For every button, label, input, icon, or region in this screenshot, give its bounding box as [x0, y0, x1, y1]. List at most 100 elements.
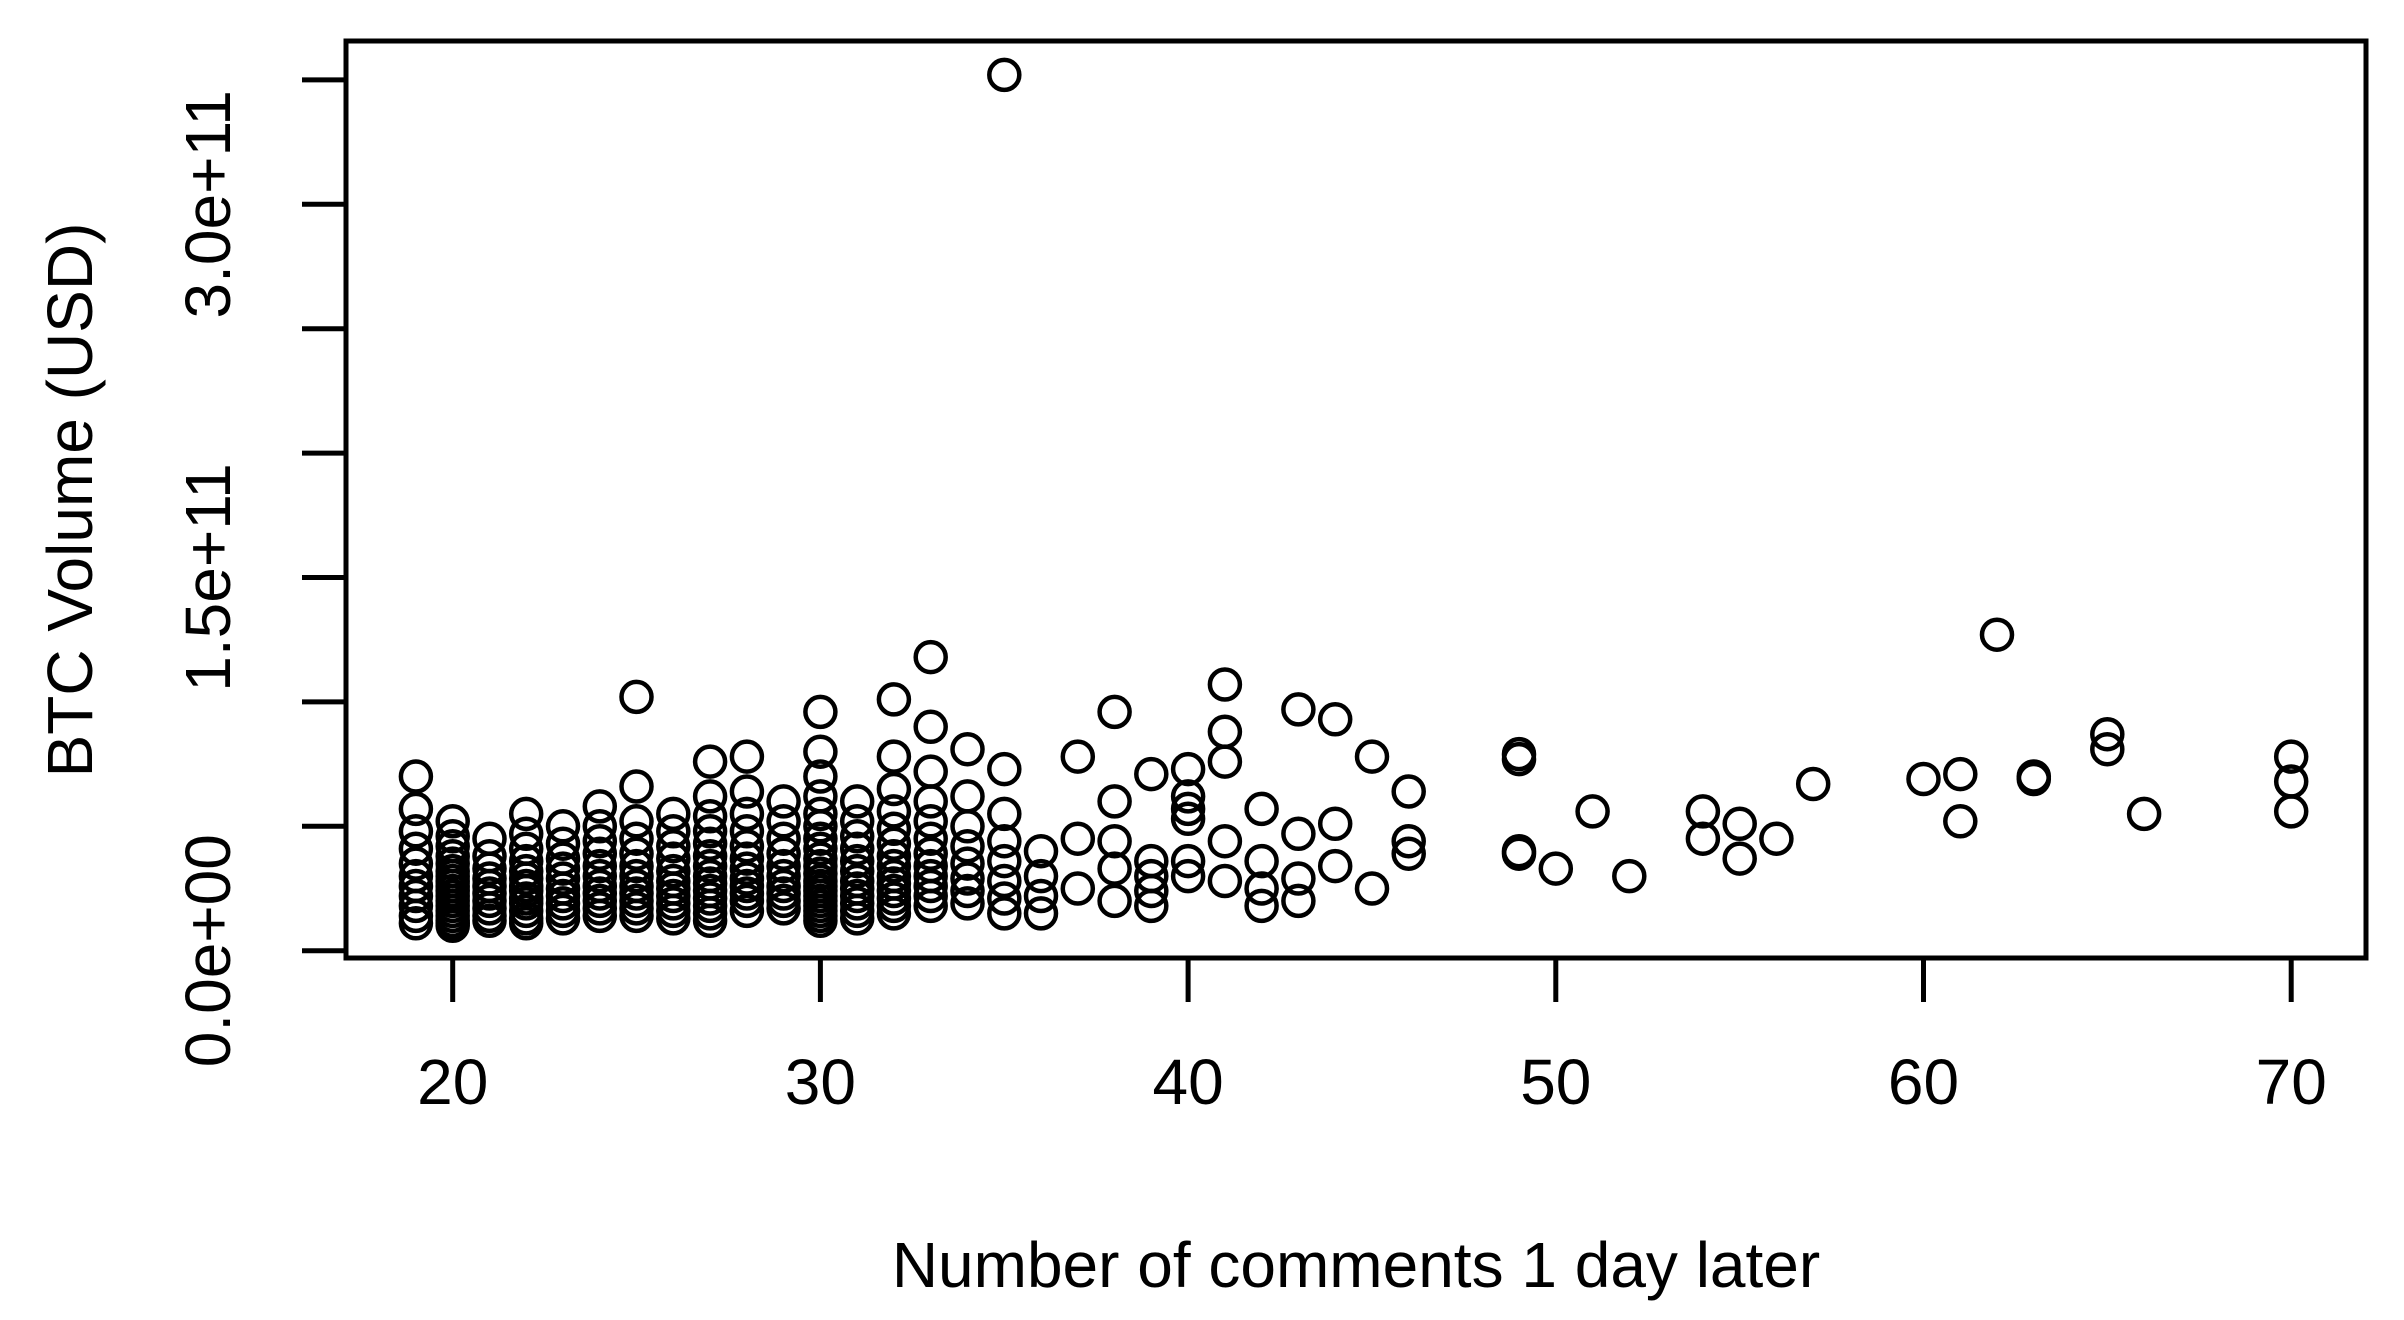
data-point [619, 836, 654, 871]
data-point [1097, 823, 1132, 859]
data-point [692, 744, 728, 779]
data-point [1207, 823, 1243, 859]
data-point [1207, 744, 1243, 779]
data-point [1170, 858, 1206, 894]
data-point [729, 893, 765, 929]
data-point [876, 794, 912, 829]
data-point [1685, 794, 1721, 829]
data-point [619, 769, 654, 804]
x-axis-tick-label: 40 [1153, 1046, 1224, 1118]
data-point [987, 896, 1022, 931]
y-axis-tick-label: 0.0e+00 [172, 834, 244, 1067]
data-point [1943, 756, 1978, 792]
data-point [729, 796, 765, 832]
data-point [766, 858, 801, 894]
data-point [398, 814, 434, 849]
data-point [729, 851, 765, 886]
data-point [1943, 804, 1978, 839]
data-point [950, 828, 985, 864]
y-axis-title: BTC Volume (USD) [34, 223, 106, 778]
data-point [1501, 836, 1537, 871]
data-point [1979, 617, 2015, 652]
data-point [398, 759, 434, 794]
x-axis-title: Number of comments 1 day later [892, 1229, 1820, 1301]
data-point [656, 796, 691, 832]
data-point [766, 784, 801, 819]
data-point [1207, 863, 1243, 899]
data-point [1170, 801, 1206, 837]
data-point [839, 804, 875, 839]
data-point [803, 831, 838, 866]
data-point [729, 883, 765, 919]
data-point [1244, 871, 1279, 906]
data-point [987, 57, 1022, 93]
data-point [876, 682, 912, 717]
data-point [582, 858, 618, 894]
data-point [1207, 714, 1243, 750]
data-point [582, 809, 618, 844]
data-point [950, 731, 985, 767]
data-point [987, 823, 1022, 859]
data-point [1097, 784, 1132, 819]
data-point [2090, 731, 2125, 767]
data-point [398, 846, 434, 881]
data-point [766, 891, 801, 926]
data-point [1391, 836, 1426, 871]
data-points-layer [398, 57, 2309, 944]
data-point [582, 823, 618, 859]
data-point [803, 759, 838, 794]
data-point [839, 784, 875, 819]
data-point [729, 814, 765, 849]
data-point [1281, 861, 1316, 896]
data-point [987, 843, 1022, 879]
data-point [1060, 821, 1096, 856]
data-point [1170, 779, 1206, 814]
data-point [839, 901, 875, 936]
data-point [692, 838, 728, 874]
data-point [876, 739, 912, 774]
data-point [876, 826, 912, 861]
data-point [1244, 843, 1279, 879]
data-point [987, 796, 1022, 832]
data-point [472, 903, 507, 939]
data-point [729, 841, 765, 876]
data-point [1281, 692, 1316, 727]
data-point [1023, 896, 1059, 931]
data-point [1501, 741, 1537, 777]
data-point [545, 826, 581, 861]
data-point [398, 906, 434, 941]
data-point [729, 774, 765, 809]
data-point [692, 826, 728, 861]
data-point [1281, 816, 1316, 852]
data-point [619, 679, 654, 715]
data-point [2273, 739, 2309, 774]
data-point [656, 901, 691, 936]
data-point [619, 821, 654, 856]
data-point [545, 851, 581, 886]
y-axis-tick-label: 1.5e+11 [172, 463, 244, 691]
data-point [1317, 806, 1353, 842]
data-point [2126, 796, 2162, 832]
axis-ticks-layer: 20 30 40 50 60 70 0.0e+00 1.5e+11 3.0e+11 [172, 77, 2327, 1118]
data-point [1575, 794, 1610, 829]
data-point [2273, 794, 2309, 829]
data-point [803, 821, 838, 856]
data-point [398, 878, 434, 914]
data-point [1759, 821, 1794, 856]
data-point [1023, 858, 1059, 894]
data-point [766, 821, 801, 856]
data-point [839, 853, 875, 889]
data-point [950, 886, 985, 921]
data-point [803, 903, 838, 939]
data-point [1134, 888, 1169, 924]
data-point [876, 848, 912, 884]
data-point [1097, 694, 1132, 730]
data-point [987, 751, 1022, 787]
data-point [950, 779, 985, 814]
data-point [1685, 821, 1721, 856]
data-point [1391, 823, 1426, 859]
data-point [1906, 761, 1941, 797]
data-point [766, 836, 801, 871]
